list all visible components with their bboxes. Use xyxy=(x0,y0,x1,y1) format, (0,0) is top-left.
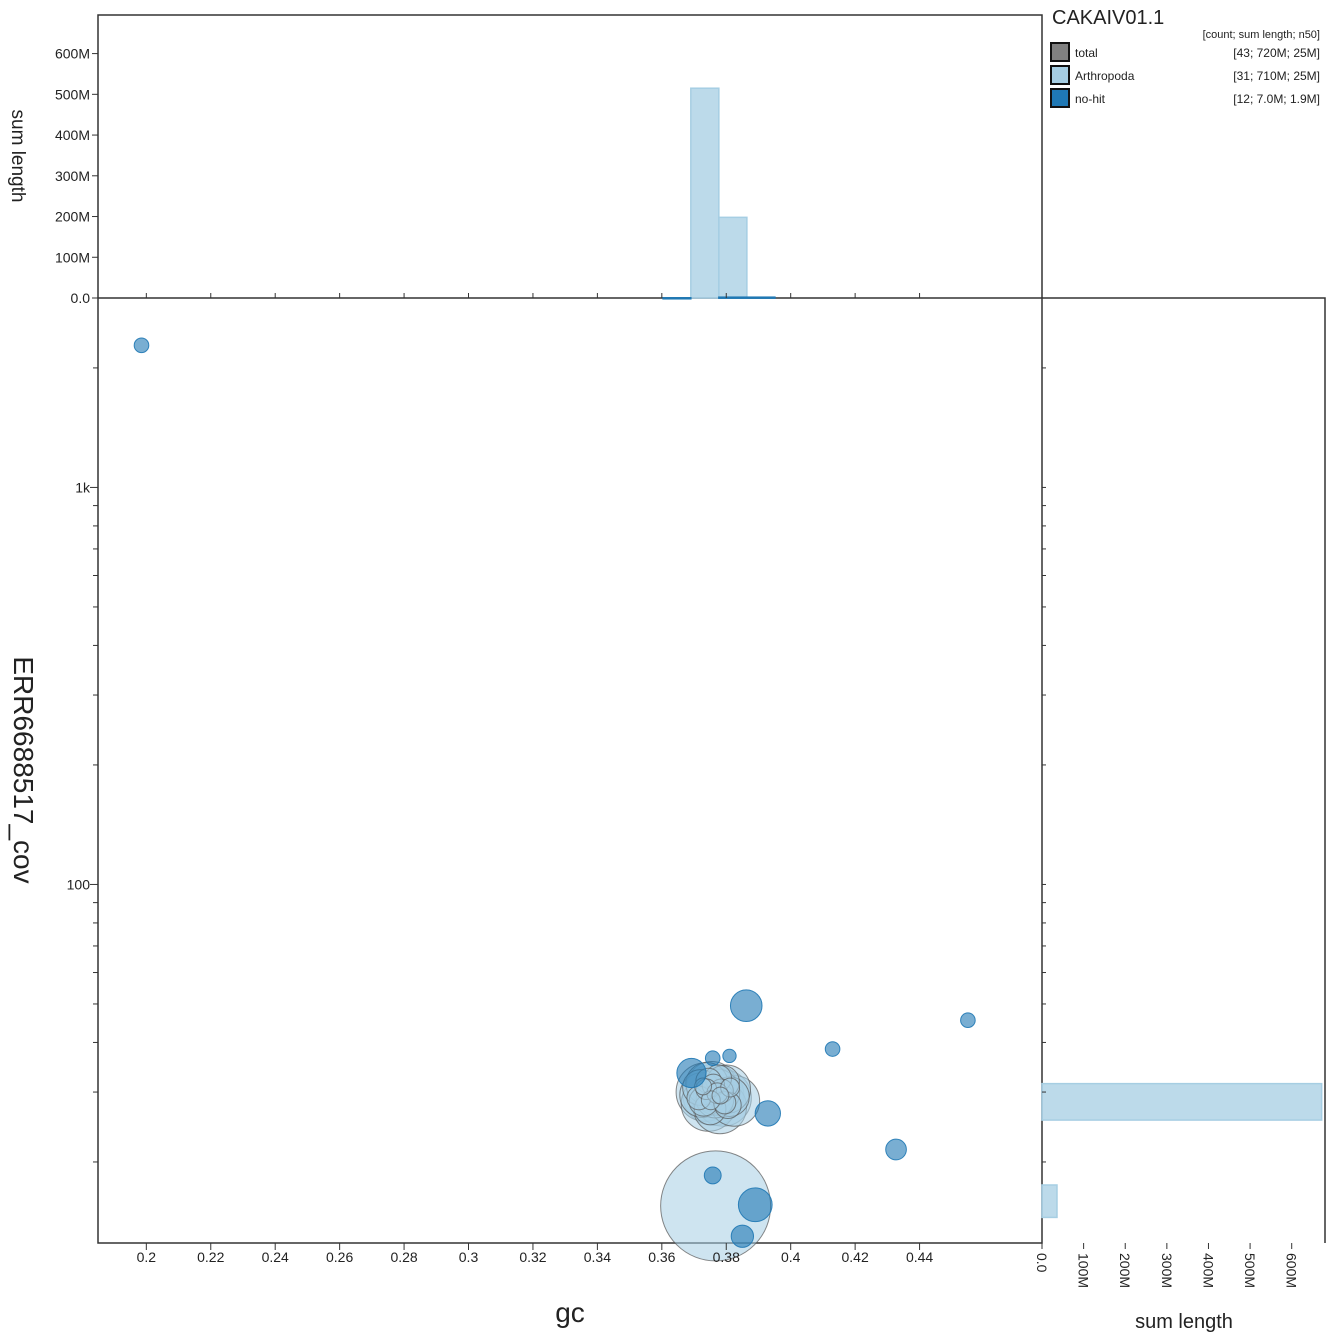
right-histogram-x-tick-label: 600M xyxy=(1284,1253,1300,1288)
no-hit-point xyxy=(730,1224,755,1248)
legend-swatch-no-hit xyxy=(1050,88,1070,108)
no-hit-point xyxy=(824,1041,841,1057)
x-tick-label: 0.24 xyxy=(262,1249,289,1265)
legend-stats-no-hit: [12; 7.0M; 1.9M] xyxy=(1233,92,1320,106)
top-histogram xyxy=(662,87,776,300)
right-histogram-x-tick-label: 100M xyxy=(1076,1253,1092,1288)
top-histogram-bar xyxy=(662,297,692,300)
top-histogram-frame xyxy=(97,14,1043,298)
x-tick-label: 0.34 xyxy=(584,1249,611,1265)
right-histogram-x-tick-label: 500M xyxy=(1242,1253,1258,1288)
x-tick-label: 0.22 xyxy=(197,1249,224,1265)
no-hit-point xyxy=(703,1166,722,1185)
y-axis-label: ERR6688517_cov xyxy=(8,656,39,883)
legend-stats-total: [43; 720M; 25M] xyxy=(1233,46,1320,60)
scatter-points xyxy=(133,337,976,1262)
no-hit-point xyxy=(729,989,763,1022)
no-hit-point xyxy=(737,1187,773,1223)
x-tick-label: 0.26 xyxy=(326,1249,353,1265)
x-tick-label: 0.3 xyxy=(459,1249,479,1265)
no-hit-point xyxy=(722,1048,737,1064)
y-tick-label: 1k xyxy=(75,479,91,495)
right-histogram-x-tick-label: 300M xyxy=(1159,1253,1175,1288)
top-histogram-bar xyxy=(690,87,720,299)
x-tick-label: 0.2 xyxy=(137,1249,157,1265)
no-hit-point xyxy=(960,1012,976,1029)
top-histogram-y-tick-label: 200M xyxy=(55,209,90,225)
x-tick-label: 0.4 xyxy=(781,1249,801,1265)
no-hit-point xyxy=(676,1057,707,1089)
top-histogram-bar xyxy=(718,216,748,299)
top-histogram-y-tick-label: 500M xyxy=(55,86,90,102)
top-histogram-bar xyxy=(718,296,776,299)
legend-header: [count; sum length; n50] xyxy=(1203,29,1320,41)
x-tick-label: 0.32 xyxy=(519,1249,546,1265)
legend-label-no-hit: no-hit xyxy=(1075,92,1106,106)
arthropoda-point xyxy=(711,1086,730,1105)
legend-stats-arthropoda: [31; 710M; 25M] xyxy=(1233,69,1320,83)
top-histogram-y-tick-label: 300M xyxy=(55,168,90,184)
x-tick-label: 0.44 xyxy=(906,1249,933,1265)
no-hit-point xyxy=(704,1050,721,1067)
x-tick-label: 0.42 xyxy=(842,1249,869,1265)
right-histogram-x-tick-label: 400M xyxy=(1200,1253,1216,1288)
no-hit-point xyxy=(133,337,150,354)
x-tick-label: 0.38 xyxy=(713,1249,740,1265)
legend-label-arthropoda: Arthropoda xyxy=(1075,69,1135,83)
top-histogram-y-tick-label: 100M xyxy=(55,249,90,265)
top-histogram-y-label: sum length xyxy=(7,110,28,203)
legend-label-total: total xyxy=(1075,46,1098,60)
x-axis-label: gc xyxy=(555,1297,585,1328)
legend-swatch-arthropoda xyxy=(1050,65,1070,85)
right-histogram xyxy=(1041,1082,1323,1219)
right-histogram-x-tick-label: 200M xyxy=(1117,1253,1133,1288)
no-hit-point xyxy=(885,1138,907,1161)
x-tick-label: 0.28 xyxy=(390,1249,417,1265)
no-hit-point xyxy=(754,1100,781,1127)
x-tick-label: 0.36 xyxy=(648,1249,675,1265)
right-histogram-frame xyxy=(1042,297,1326,1243)
top-histogram-y-tick-label: 400M xyxy=(55,127,90,143)
right-histogram-bar xyxy=(1041,1082,1323,1121)
right-histogram-bar xyxy=(1041,1184,1058,1219)
chart-title: CAKAIV01.1 xyxy=(1052,7,1164,29)
legend: [count; sum length; n50] total [43; 720M… xyxy=(1050,29,1320,108)
axes: 0.2 0.22 0.24 0.26 0.28 0.3 0.32 0.34 0.36 0.38 0.… xyxy=(55,46,1300,1288)
legend-swatch-total xyxy=(1050,42,1070,62)
right-histogram-x-tick-label: 0.0 xyxy=(1034,1253,1050,1273)
right-histogram-x-label: sum length xyxy=(1135,1311,1233,1333)
main-plot-frame xyxy=(97,297,1043,1244)
y-tick-label: 100 xyxy=(67,876,91,892)
top-histogram-y-tick-label: 0.0 xyxy=(71,290,91,306)
top-histogram-y-tick-label: 600M xyxy=(55,46,90,62)
